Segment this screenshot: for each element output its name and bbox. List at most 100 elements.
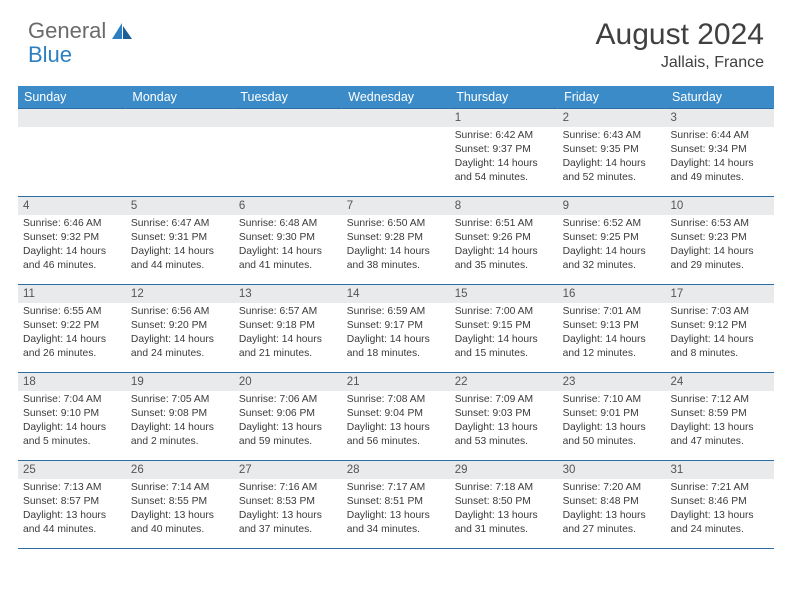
day-number: 26	[126, 461, 234, 479]
calendar-cell: 27Sunrise: 7:16 AMSunset: 8:53 PMDayligh…	[234, 461, 342, 549]
day-number: 28	[342, 461, 450, 479]
day-number: 12	[126, 285, 234, 303]
day-content: Sunrise: 7:14 AMSunset: 8:55 PMDaylight:…	[126, 479, 234, 540]
calendar-cell: 14Sunrise: 6:59 AMSunset: 9:17 PMDayligh…	[342, 285, 450, 373]
calendar-cell: 8Sunrise: 6:51 AMSunset: 9:26 PMDaylight…	[450, 197, 558, 285]
day-number: 11	[18, 285, 126, 303]
logo-text-blue: Blue	[28, 42, 72, 67]
logo-text-general: General	[28, 18, 106, 44]
calendar-cell	[126, 109, 234, 197]
day-number: 31	[666, 461, 774, 479]
calendar-cell: 1Sunrise: 6:42 AMSunset: 9:37 PMDaylight…	[450, 109, 558, 197]
weekday-header: Tuesday	[234, 86, 342, 109]
day-number-empty	[18, 109, 126, 127]
day-number: 15	[450, 285, 558, 303]
weekday-header: Thursday	[450, 86, 558, 109]
weekday-header: Saturday	[666, 86, 774, 109]
day-content: Sunrise: 7:04 AMSunset: 9:10 PMDaylight:…	[18, 391, 126, 452]
location: Jallais, France	[596, 54, 764, 72]
weekday-header: Monday	[126, 86, 234, 109]
day-content: Sunrise: 6:59 AMSunset: 9:17 PMDaylight:…	[342, 303, 450, 364]
calendar-cell: 22Sunrise: 7:09 AMSunset: 9:03 PMDayligh…	[450, 373, 558, 461]
day-content: Sunrise: 6:43 AMSunset: 9:35 PMDaylight:…	[558, 127, 666, 188]
calendar-cell: 31Sunrise: 7:21 AMSunset: 8:46 PMDayligh…	[666, 461, 774, 549]
calendar-cell: 9Sunrise: 6:52 AMSunset: 9:25 PMDaylight…	[558, 197, 666, 285]
calendar-row: 4Sunrise: 6:46 AMSunset: 9:32 PMDaylight…	[18, 197, 774, 285]
day-number: 24	[666, 373, 774, 391]
day-content: Sunrise: 7:05 AMSunset: 9:08 PMDaylight:…	[126, 391, 234, 452]
calendar-cell: 12Sunrise: 6:56 AMSunset: 9:20 PMDayligh…	[126, 285, 234, 373]
day-number-empty	[342, 109, 450, 127]
day-content: Sunrise: 6:52 AMSunset: 9:25 PMDaylight:…	[558, 215, 666, 276]
weekday-header: Wednesday	[342, 86, 450, 109]
calendar-cell: 28Sunrise: 7:17 AMSunset: 8:51 PMDayligh…	[342, 461, 450, 549]
calendar-cell: 30Sunrise: 7:20 AMSunset: 8:48 PMDayligh…	[558, 461, 666, 549]
day-number: 9	[558, 197, 666, 215]
day-number: 7	[342, 197, 450, 215]
calendar-row: 11Sunrise: 6:55 AMSunset: 9:22 PMDayligh…	[18, 285, 774, 373]
calendar-cell: 15Sunrise: 7:00 AMSunset: 9:15 PMDayligh…	[450, 285, 558, 373]
day-number: 25	[18, 461, 126, 479]
calendar-table: SundayMondayTuesdayWednesdayThursdayFrid…	[18, 86, 774, 549]
calendar-head: SundayMondayTuesdayWednesdayThursdayFrid…	[18, 86, 774, 109]
day-content: Sunrise: 6:53 AMSunset: 9:23 PMDaylight:…	[666, 215, 774, 276]
day-content: Sunrise: 7:03 AMSunset: 9:12 PMDaylight:…	[666, 303, 774, 364]
calendar-cell: 17Sunrise: 7:03 AMSunset: 9:12 PMDayligh…	[666, 285, 774, 373]
day-content: Sunrise: 6:51 AMSunset: 9:26 PMDaylight:…	[450, 215, 558, 276]
calendar-cell: 21Sunrise: 7:08 AMSunset: 9:04 PMDayligh…	[342, 373, 450, 461]
day-number: 8	[450, 197, 558, 215]
day-number: 4	[18, 197, 126, 215]
logo-blue-text-wrap: Blue	[28, 42, 72, 68]
day-content: Sunrise: 7:18 AMSunset: 8:50 PMDaylight:…	[450, 479, 558, 540]
calendar-cell: 5Sunrise: 6:47 AMSunset: 9:31 PMDaylight…	[126, 197, 234, 285]
day-content: Sunrise: 7:12 AMSunset: 8:59 PMDaylight:…	[666, 391, 774, 452]
day-number: 29	[450, 461, 558, 479]
calendar-row: 1Sunrise: 6:42 AMSunset: 9:37 PMDaylight…	[18, 109, 774, 197]
day-content: Sunrise: 7:20 AMSunset: 8:48 PMDaylight:…	[558, 479, 666, 540]
day-number: 18	[18, 373, 126, 391]
calendar-cell: 6Sunrise: 6:48 AMSunset: 9:30 PMDaylight…	[234, 197, 342, 285]
calendar-cell: 10Sunrise: 6:53 AMSunset: 9:23 PMDayligh…	[666, 197, 774, 285]
calendar-cell: 18Sunrise: 7:04 AMSunset: 9:10 PMDayligh…	[18, 373, 126, 461]
calendar-cell: 3Sunrise: 6:44 AMSunset: 9:34 PMDaylight…	[666, 109, 774, 197]
day-number: 27	[234, 461, 342, 479]
day-content: Sunrise: 6:50 AMSunset: 9:28 PMDaylight:…	[342, 215, 450, 276]
day-content: Sunrise: 7:21 AMSunset: 8:46 PMDaylight:…	[666, 479, 774, 540]
day-number: 5	[126, 197, 234, 215]
calendar-cell: 11Sunrise: 6:55 AMSunset: 9:22 PMDayligh…	[18, 285, 126, 373]
day-content: Sunrise: 6:57 AMSunset: 9:18 PMDaylight:…	[234, 303, 342, 364]
day-content: Sunrise: 6:55 AMSunset: 9:22 PMDaylight:…	[18, 303, 126, 364]
day-content: Sunrise: 7:10 AMSunset: 9:01 PMDaylight:…	[558, 391, 666, 452]
calendar-cell	[18, 109, 126, 197]
day-number: 23	[558, 373, 666, 391]
day-content: Sunrise: 7:16 AMSunset: 8:53 PMDaylight:…	[234, 479, 342, 540]
header: General August 2024 Jallais, France	[0, 0, 792, 78]
calendar-cell: 24Sunrise: 7:12 AMSunset: 8:59 PMDayligh…	[666, 373, 774, 461]
day-number: 3	[666, 109, 774, 127]
day-content: Sunrise: 6:46 AMSunset: 9:32 PMDaylight:…	[18, 215, 126, 276]
day-number-empty	[126, 109, 234, 127]
day-content: Sunrise: 6:44 AMSunset: 9:34 PMDaylight:…	[666, 127, 774, 188]
calendar-cell: 20Sunrise: 7:06 AMSunset: 9:06 PMDayligh…	[234, 373, 342, 461]
calendar-cell: 7Sunrise: 6:50 AMSunset: 9:28 PMDaylight…	[342, 197, 450, 285]
calendar-cell: 29Sunrise: 7:18 AMSunset: 8:50 PMDayligh…	[450, 461, 558, 549]
calendar-cell: 25Sunrise: 7:13 AMSunset: 8:57 PMDayligh…	[18, 461, 126, 549]
day-number: 22	[450, 373, 558, 391]
calendar-cell: 13Sunrise: 6:57 AMSunset: 9:18 PMDayligh…	[234, 285, 342, 373]
calendar-row: 18Sunrise: 7:04 AMSunset: 9:10 PMDayligh…	[18, 373, 774, 461]
weekday-header: Sunday	[18, 86, 126, 109]
calendar-cell: 4Sunrise: 6:46 AMSunset: 9:32 PMDaylight…	[18, 197, 126, 285]
title-block: August 2024 Jallais, France	[596, 18, 764, 72]
day-number: 1	[450, 109, 558, 127]
day-number: 10	[666, 197, 774, 215]
day-number: 6	[234, 197, 342, 215]
day-content: Sunrise: 7:06 AMSunset: 9:06 PMDaylight:…	[234, 391, 342, 452]
calendar-cell	[342, 109, 450, 197]
day-content: Sunrise: 7:08 AMSunset: 9:04 PMDaylight:…	[342, 391, 450, 452]
day-number: 19	[126, 373, 234, 391]
day-number: 21	[342, 373, 450, 391]
logo-sail-icon	[110, 21, 134, 41]
day-content: Sunrise: 7:13 AMSunset: 8:57 PMDaylight:…	[18, 479, 126, 540]
calendar-cell: 26Sunrise: 7:14 AMSunset: 8:55 PMDayligh…	[126, 461, 234, 549]
day-content: Sunrise: 6:47 AMSunset: 9:31 PMDaylight:…	[126, 215, 234, 276]
